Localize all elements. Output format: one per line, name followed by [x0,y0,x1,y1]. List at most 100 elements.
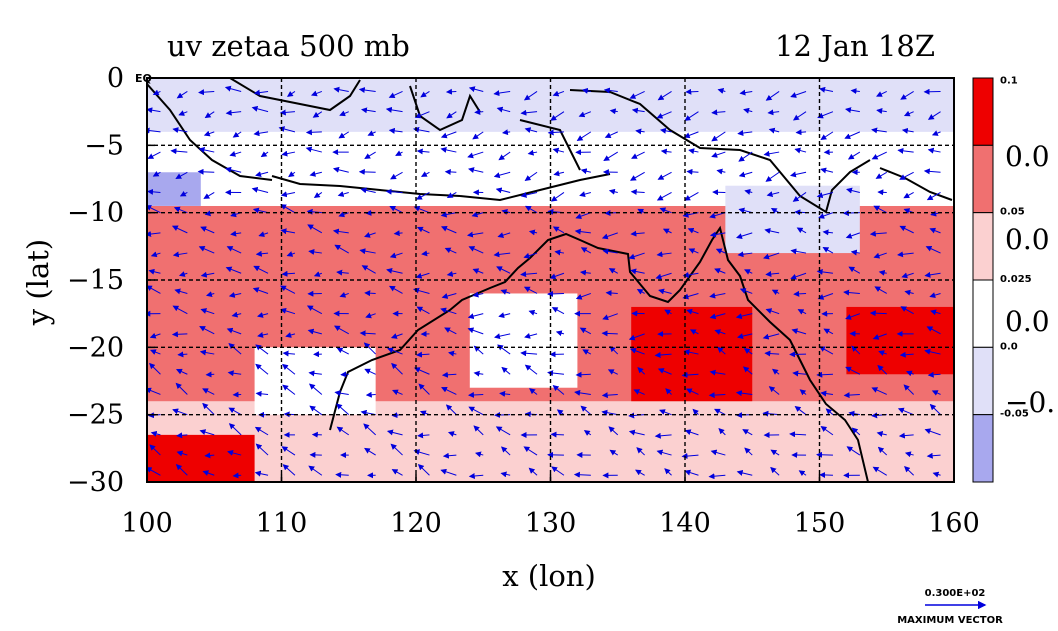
wind-vector [687,227,699,234]
wind-vector [204,452,215,459]
wind-vector [683,349,699,356]
wind-vector [281,270,295,277]
wind-vector [711,109,726,116]
wind-vector [440,131,457,139]
wind-vector [390,443,403,456]
wind-vector [418,383,430,395]
wind-vector [227,370,242,377]
y-tick-label: −30 [67,467,124,498]
wind-vector [446,270,457,277]
wind-vector [147,467,161,476]
wind-vector [440,146,457,153]
colorbar-label: 0.025 [1000,274,1032,285]
wind-vector [711,131,726,142]
wind-vector [631,151,645,159]
wind-vector [474,108,484,115]
wind-vector [737,333,753,339]
wind-vector [897,147,914,154]
wind-vector [603,151,619,161]
wind-vector [899,351,914,358]
wind-vector [905,370,914,377]
wind-vector [844,131,861,139]
wind-vector [714,268,726,274]
wind-vector [924,271,941,278]
wind-vector [170,148,188,155]
wind-vector [388,127,403,134]
colorbar: 0.1 0.05 0.025 0.0 -0.05 0.0 0.0 0.0 −0. [972,75,1055,483]
wind-vector [877,446,888,456]
wind-vector [876,91,887,97]
wind-vector [684,469,699,476]
wind-vector [305,146,322,153]
wind-vector [871,151,887,160]
wind-vector [628,412,645,419]
wind-vector [794,147,807,154]
wind-vector [260,151,269,158]
wind-vector [361,265,376,274]
wind-vector [630,268,645,275]
wind-vector [174,288,188,295]
colorbar-big-label: −0. [1005,386,1055,419]
wind-vector [929,403,941,416]
wind-vector [555,330,565,337]
wind-vector [744,189,753,195]
wind-vector [714,408,726,416]
wind-vector [305,129,322,136]
wind-vector [197,168,215,175]
wind-vector [172,408,188,416]
wind-vector [738,151,753,162]
wind-vector [385,106,403,113]
wind-vector [446,192,457,198]
wind-vector [816,191,834,199]
wind-vector [628,333,645,341]
wind-vector [286,251,296,257]
wind-vector [440,468,457,476]
wind-vector [823,328,834,335]
wind-vector [737,130,753,136]
wind-vector [172,127,188,133]
wind-vector [257,312,269,318]
wind-vector [178,271,188,277]
wind-vector [708,392,726,399]
wind-vector [251,105,269,113]
wind-vector [654,351,672,358]
wind-vector [358,87,376,93]
wind-vector [390,333,403,339]
x-tick-label: 100 [121,508,173,539]
wind-vector [851,345,861,355]
wind-vector [497,344,511,355]
wind-vector [689,329,699,335]
wind-vector [226,327,242,335]
wind-vector [364,232,376,238]
wind-vector [255,344,269,355]
wind-vector [524,127,538,134]
wind-vector [659,127,672,134]
wind-vector [520,191,538,198]
x-tick-label: 110 [256,508,308,539]
wind-vector [364,151,376,159]
wind-vector [415,272,430,279]
wind-vector [205,291,215,298]
wind-vector [656,192,672,201]
wind-vector [792,111,807,121]
wind-vector [172,305,188,315]
wind-vector [288,171,296,178]
wind-vector [659,409,672,416]
wind-vector [152,171,161,177]
wind-vector [282,384,296,395]
wind-vector [790,90,807,98]
wind-vector [602,313,618,321]
wind-vector [389,252,403,259]
wind-vector [768,386,780,395]
wind-vector [440,307,457,315]
wind-vector [657,171,672,180]
wind-vector [391,469,403,476]
date-label: 12 Jan 18Z [775,29,935,63]
wind-vector [820,390,834,397]
wind-vector [552,385,565,395]
wind-vector [924,428,941,436]
wind-vector [494,333,511,340]
wind-vector [200,271,215,278]
wind-vector [172,251,188,258]
wind-vector [551,307,565,315]
